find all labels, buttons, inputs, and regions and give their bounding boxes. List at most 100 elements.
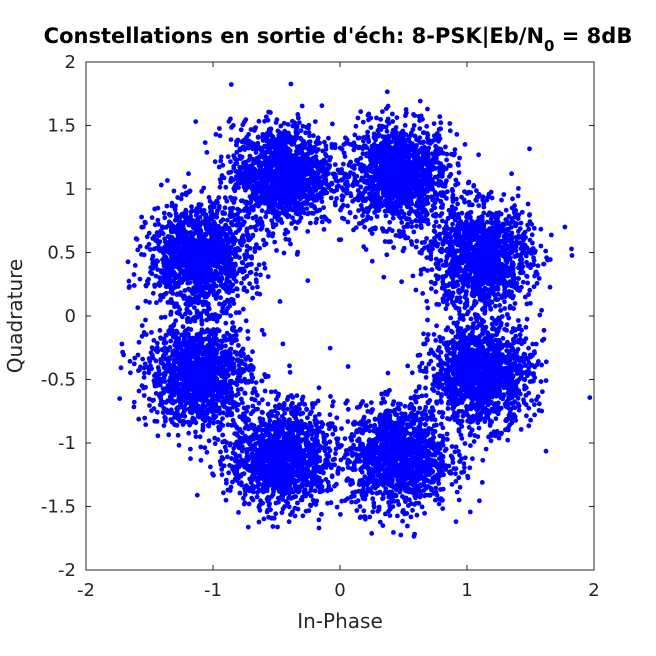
constellation-point [166, 223, 172, 228]
constellation-point [253, 125, 259, 130]
constellation-point [201, 185, 207, 191]
constellation-point [263, 169, 269, 175]
constellation-point [435, 133, 441, 138]
constellation-point [266, 207, 271, 213]
constellation-point [162, 314, 168, 320]
constellation-point [424, 123, 430, 129]
constellation-point [287, 186, 293, 192]
constellation-point [201, 234, 206, 240]
constellation-point [406, 211, 412, 217]
constellation-point [236, 343, 241, 348]
constellation-point [267, 127, 273, 133]
constellation-point [165, 272, 171, 278]
constellation-point [250, 146, 256, 152]
constellation-point [228, 179, 234, 184]
constellation-point [212, 213, 218, 219]
constellation-point [237, 224, 243, 230]
constellation-point [438, 199, 444, 205]
constellation-point [397, 196, 403, 202]
constellation-point [220, 416, 225, 421]
constellation-point [224, 277, 230, 283]
constellation-point [183, 232, 189, 238]
constellation-point [246, 206, 252, 212]
constellation-point [358, 184, 364, 190]
constellation-point [205, 260, 211, 266]
constellation-point [237, 174, 243, 180]
constellation-point [408, 133, 414, 138]
constellation-point [285, 122, 291, 127]
constellation-point [281, 250, 287, 256]
constellation-point [399, 220, 405, 225]
constellation-point [392, 144, 398, 150]
constellation-point [208, 267, 213, 273]
constellation-point [373, 208, 379, 214]
constellation-point [272, 207, 277, 213]
constellation-point [188, 219, 194, 224]
constellation-point [375, 133, 381, 139]
constellation-point [403, 190, 409, 196]
constellation-point [256, 201, 262, 207]
constellation-point [176, 241, 182, 247]
constellation-point [154, 245, 160, 251]
constellation-point [266, 145, 272, 151]
constellation-point [390, 150, 396, 156]
constellation-point [155, 217, 161, 223]
constellation-point [350, 183, 356, 189]
constellation-point [155, 433, 161, 439]
constellation-point [241, 276, 247, 281]
constellation-point [361, 209, 367, 215]
constellation-point [235, 293, 241, 299]
constellation-point [305, 229, 311, 234]
constellation-point [277, 153, 283, 159]
constellation-point [242, 119, 247, 125]
constellation-point [216, 229, 221, 234]
constellation-point [249, 168, 255, 174]
constellation-point [262, 198, 268, 203]
constellation-point [272, 194, 278, 200]
constellation-point [305, 278, 311, 284]
constellation-point [243, 318, 249, 324]
constellation-point [311, 133, 316, 139]
constellation-point [374, 214, 380, 219]
constellation-point [447, 128, 453, 134]
constellation-point [312, 119, 318, 124]
constellation-point [433, 143, 438, 149]
constellation-point [195, 245, 200, 250]
constellation-point [210, 289, 216, 294]
chart-title-main: Constellations en sortie d'éch: 8-PSK|Eb… [44, 24, 544, 49]
constellation-point [169, 255, 175, 260]
constellation-point [256, 262, 262, 268]
constellation-point [453, 177, 459, 183]
constellation-point [125, 259, 131, 265]
constellation-point [249, 255, 255, 261]
constellation-point [228, 82, 234, 87]
constellation-point [347, 210, 353, 215]
constellation-point [332, 162, 338, 168]
constellation-point [201, 276, 207, 281]
constellation-point [417, 135, 423, 141]
constellation-point [328, 155, 333, 160]
constellation-point [372, 184, 378, 190]
constellation-point [309, 210, 315, 216]
constellation-point [292, 199, 298, 205]
constellation-point [444, 151, 450, 157]
constellation-point [400, 183, 405, 189]
constellation-point [241, 137, 247, 143]
constellation-point [140, 356, 146, 362]
constellation-point [450, 188, 455, 194]
constellation-point [341, 150, 347, 156]
constellation-point [201, 208, 207, 213]
constellation-point [300, 141, 306, 146]
constellation-point [262, 265, 268, 271]
constellation-point [279, 220, 285, 226]
constellation-point [380, 124, 386, 130]
constellation-point [186, 430, 192, 436]
constellation-point [352, 132, 358, 138]
constellation-point [218, 235, 223, 241]
constellation-point [143, 422, 149, 428]
constellation-point [394, 171, 400, 177]
constellation-point [403, 107, 409, 112]
constellation-point [150, 290, 156, 296]
constellation-point [173, 282, 179, 288]
constellation-point [356, 221, 362, 226]
